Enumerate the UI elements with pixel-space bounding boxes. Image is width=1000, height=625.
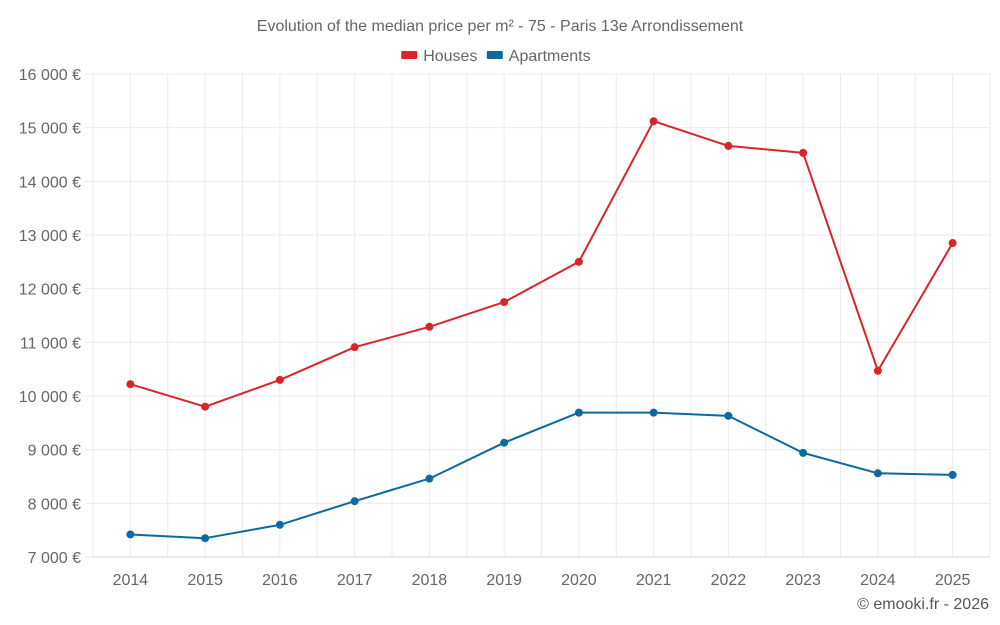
legend: Houses Apartments xyxy=(401,48,591,65)
houses-point xyxy=(948,239,957,248)
houses-point xyxy=(649,117,658,126)
x-tick-label: 2020 xyxy=(561,572,597,589)
legend-label: Houses xyxy=(423,48,477,65)
x-tick-label: 2015 xyxy=(187,572,223,589)
apartments-point xyxy=(574,408,583,417)
houses-point xyxy=(873,366,882,375)
credit-text: © emooki.fr - 2026 xyxy=(857,596,989,613)
x-tick-label: 2014 xyxy=(113,572,149,589)
apartments-point xyxy=(724,411,733,420)
x-tick-label: 2019 xyxy=(486,572,522,589)
series-layer xyxy=(126,117,957,543)
y-tick-label: 7 000 € xyxy=(28,550,81,567)
x-tick-label: 2025 xyxy=(935,572,971,589)
apartments-point xyxy=(873,469,882,478)
grid xyxy=(85,73,991,558)
y-tick-label: 12 000 € xyxy=(19,282,81,299)
x-tick-label: 2018 xyxy=(412,572,448,589)
apartments-point xyxy=(500,438,509,447)
x-tick-label: 2024 xyxy=(860,572,896,589)
x-tick-label: 2021 xyxy=(636,572,672,589)
y-tick-label: 14 000 € xyxy=(19,174,81,191)
houses-point xyxy=(574,257,583,266)
legend-item-houses: Houses xyxy=(401,48,477,65)
apartments-point xyxy=(425,474,434,483)
houses-point xyxy=(350,343,359,352)
y-tick-label: 13 000 € xyxy=(19,228,81,245)
houses-point xyxy=(724,141,733,150)
houses-point xyxy=(126,380,135,389)
x-tick-label: 2023 xyxy=(785,572,821,589)
houses-point xyxy=(201,402,210,411)
legend-item-apartments: Apartments xyxy=(486,48,591,65)
y-axis: 7 000 € 8 000 € 9 000 € 10 000 € 11 000 € 12 … xyxy=(19,67,81,567)
apartments-point xyxy=(126,530,135,539)
x-tick-label: 2017 xyxy=(337,572,373,589)
apartments-point xyxy=(275,520,284,529)
y-tick-label: 10 000 € xyxy=(19,389,81,406)
legend-swatch xyxy=(486,51,503,59)
houses-point xyxy=(425,322,434,331)
x-axis: 2014 2015 2016 2017 2018 2019 2020 2021 2022 2023… xyxy=(93,556,990,589)
series-apartments xyxy=(126,408,957,543)
legend-swatch xyxy=(401,51,418,59)
chart-title: Evolution of the median price per m² - 7… xyxy=(257,18,744,35)
apartments-point xyxy=(948,470,957,479)
apartments-point xyxy=(350,497,359,506)
houses-line xyxy=(130,120,954,408)
apartments-point xyxy=(649,408,658,417)
apartments-line xyxy=(130,411,953,540)
apartments-point xyxy=(201,534,210,543)
x-tick-label: 2022 xyxy=(711,572,747,589)
legend-label: Apartments xyxy=(509,48,591,65)
y-tick-label: 9 000 € xyxy=(28,443,81,460)
houses-point xyxy=(799,148,808,157)
y-tick-label: 16 000 € xyxy=(19,67,81,84)
series-houses xyxy=(126,117,957,411)
apartments-point xyxy=(799,448,808,457)
x-tick-label: 2016 xyxy=(262,572,298,589)
y-tick-label: 11 000 € xyxy=(20,335,81,352)
houses-point xyxy=(275,375,284,384)
houses-point xyxy=(500,298,509,307)
y-tick-label: 15 000 € xyxy=(19,121,81,138)
y-tick-label: 8 000 € xyxy=(28,496,81,513)
